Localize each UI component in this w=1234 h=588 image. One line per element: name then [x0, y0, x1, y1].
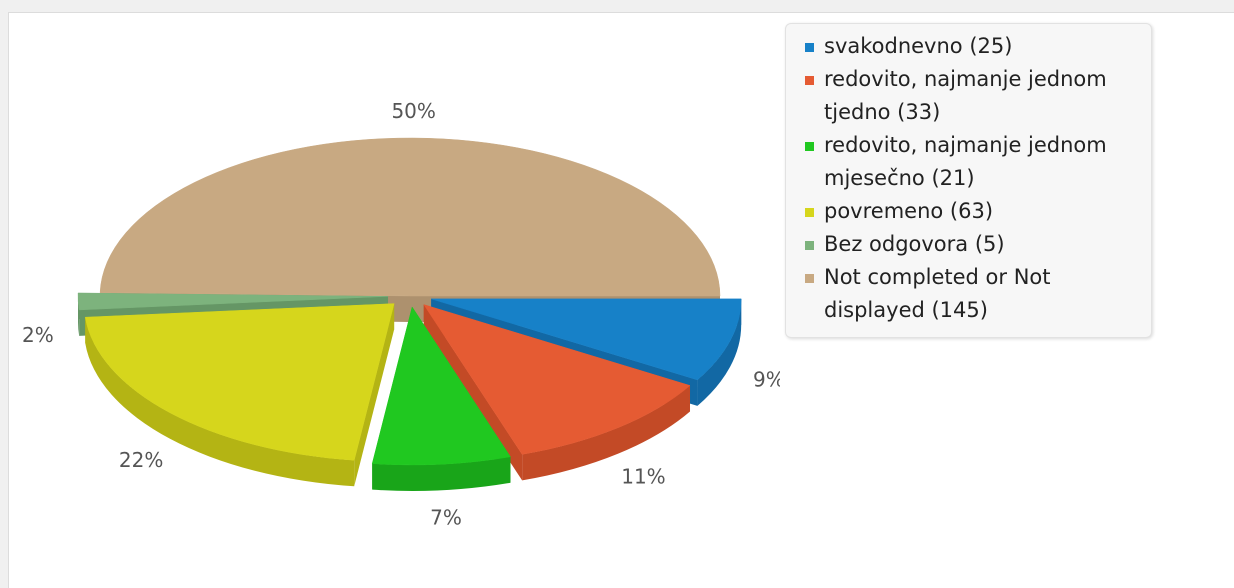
legend-label: svakodnevno (25) — [824, 34, 1013, 58]
legend-label: redovito, najmanje jednom tjedno (33) — [824, 67, 1107, 124]
pie-slice-rim — [697, 298, 742, 406]
legend-item-tjedno: redovito, najmanje jednom tjedno (33) — [794, 63, 1143, 129]
legend-swatch — [805, 241, 814, 250]
pie-percent-label: 2% — [22, 323, 54, 347]
pie-slice-rim — [372, 456, 511, 491]
legend-item-povremeno: povremeno (63) — [794, 195, 1143, 228]
pie-slice — [431, 298, 742, 381]
pie-percent-label: 50% — [391, 99, 435, 123]
legend-label: Bez odgovora (5) — [824, 232, 1005, 256]
legend-label: povremeno (63) — [824, 199, 994, 223]
legend-label: Not completed or Not displayed (145) — [824, 265, 1051, 322]
pie-slice — [371, 306, 511, 466]
pie-percent-label: 11% — [621, 465, 665, 489]
legend-item-bez-odgovora: Bez odgovora (5) — [794, 228, 1143, 261]
chart-legend: svakodnevno (25) redovito, najmanje jedn… — [785, 23, 1152, 338]
pie-slice-rim — [85, 317, 355, 487]
pie-slice — [84, 303, 395, 461]
legend-label: redovito, najmanje jednom mjesečno (21) — [824, 133, 1107, 190]
pie-percent-label: 7% — [430, 506, 462, 530]
pie-slice-rim — [78, 296, 80, 336]
pie-slice — [77, 292, 389, 311]
legend-item-svakodnevno: svakodnevno (25) — [794, 30, 1143, 63]
pie-slice-wall — [354, 303, 395, 487]
pie-chart: 9% 11% 7% 22% 2% 50% — [22, 99, 780, 530]
legend-item-mjesecno: redovito, najmanje jednom mjesečno (21) — [794, 129, 1143, 195]
pie-slice — [423, 304, 691, 455]
pie-slice — [99, 137, 721, 297]
legend-swatch — [805, 43, 814, 52]
legend-swatch — [805, 208, 814, 217]
pie-percent-label: 22% — [119, 448, 163, 472]
legend-swatch — [805, 142, 814, 151]
legend-item-not-completed: Not completed or Not displayed (145) — [794, 261, 1143, 327]
legend-swatch — [805, 76, 814, 85]
pie-slice-wall — [423, 304, 523, 481]
pie-percent-label: 9% — [753, 367, 780, 391]
pie-slice-rim — [522, 385, 691, 481]
legend-swatch — [805, 274, 814, 283]
